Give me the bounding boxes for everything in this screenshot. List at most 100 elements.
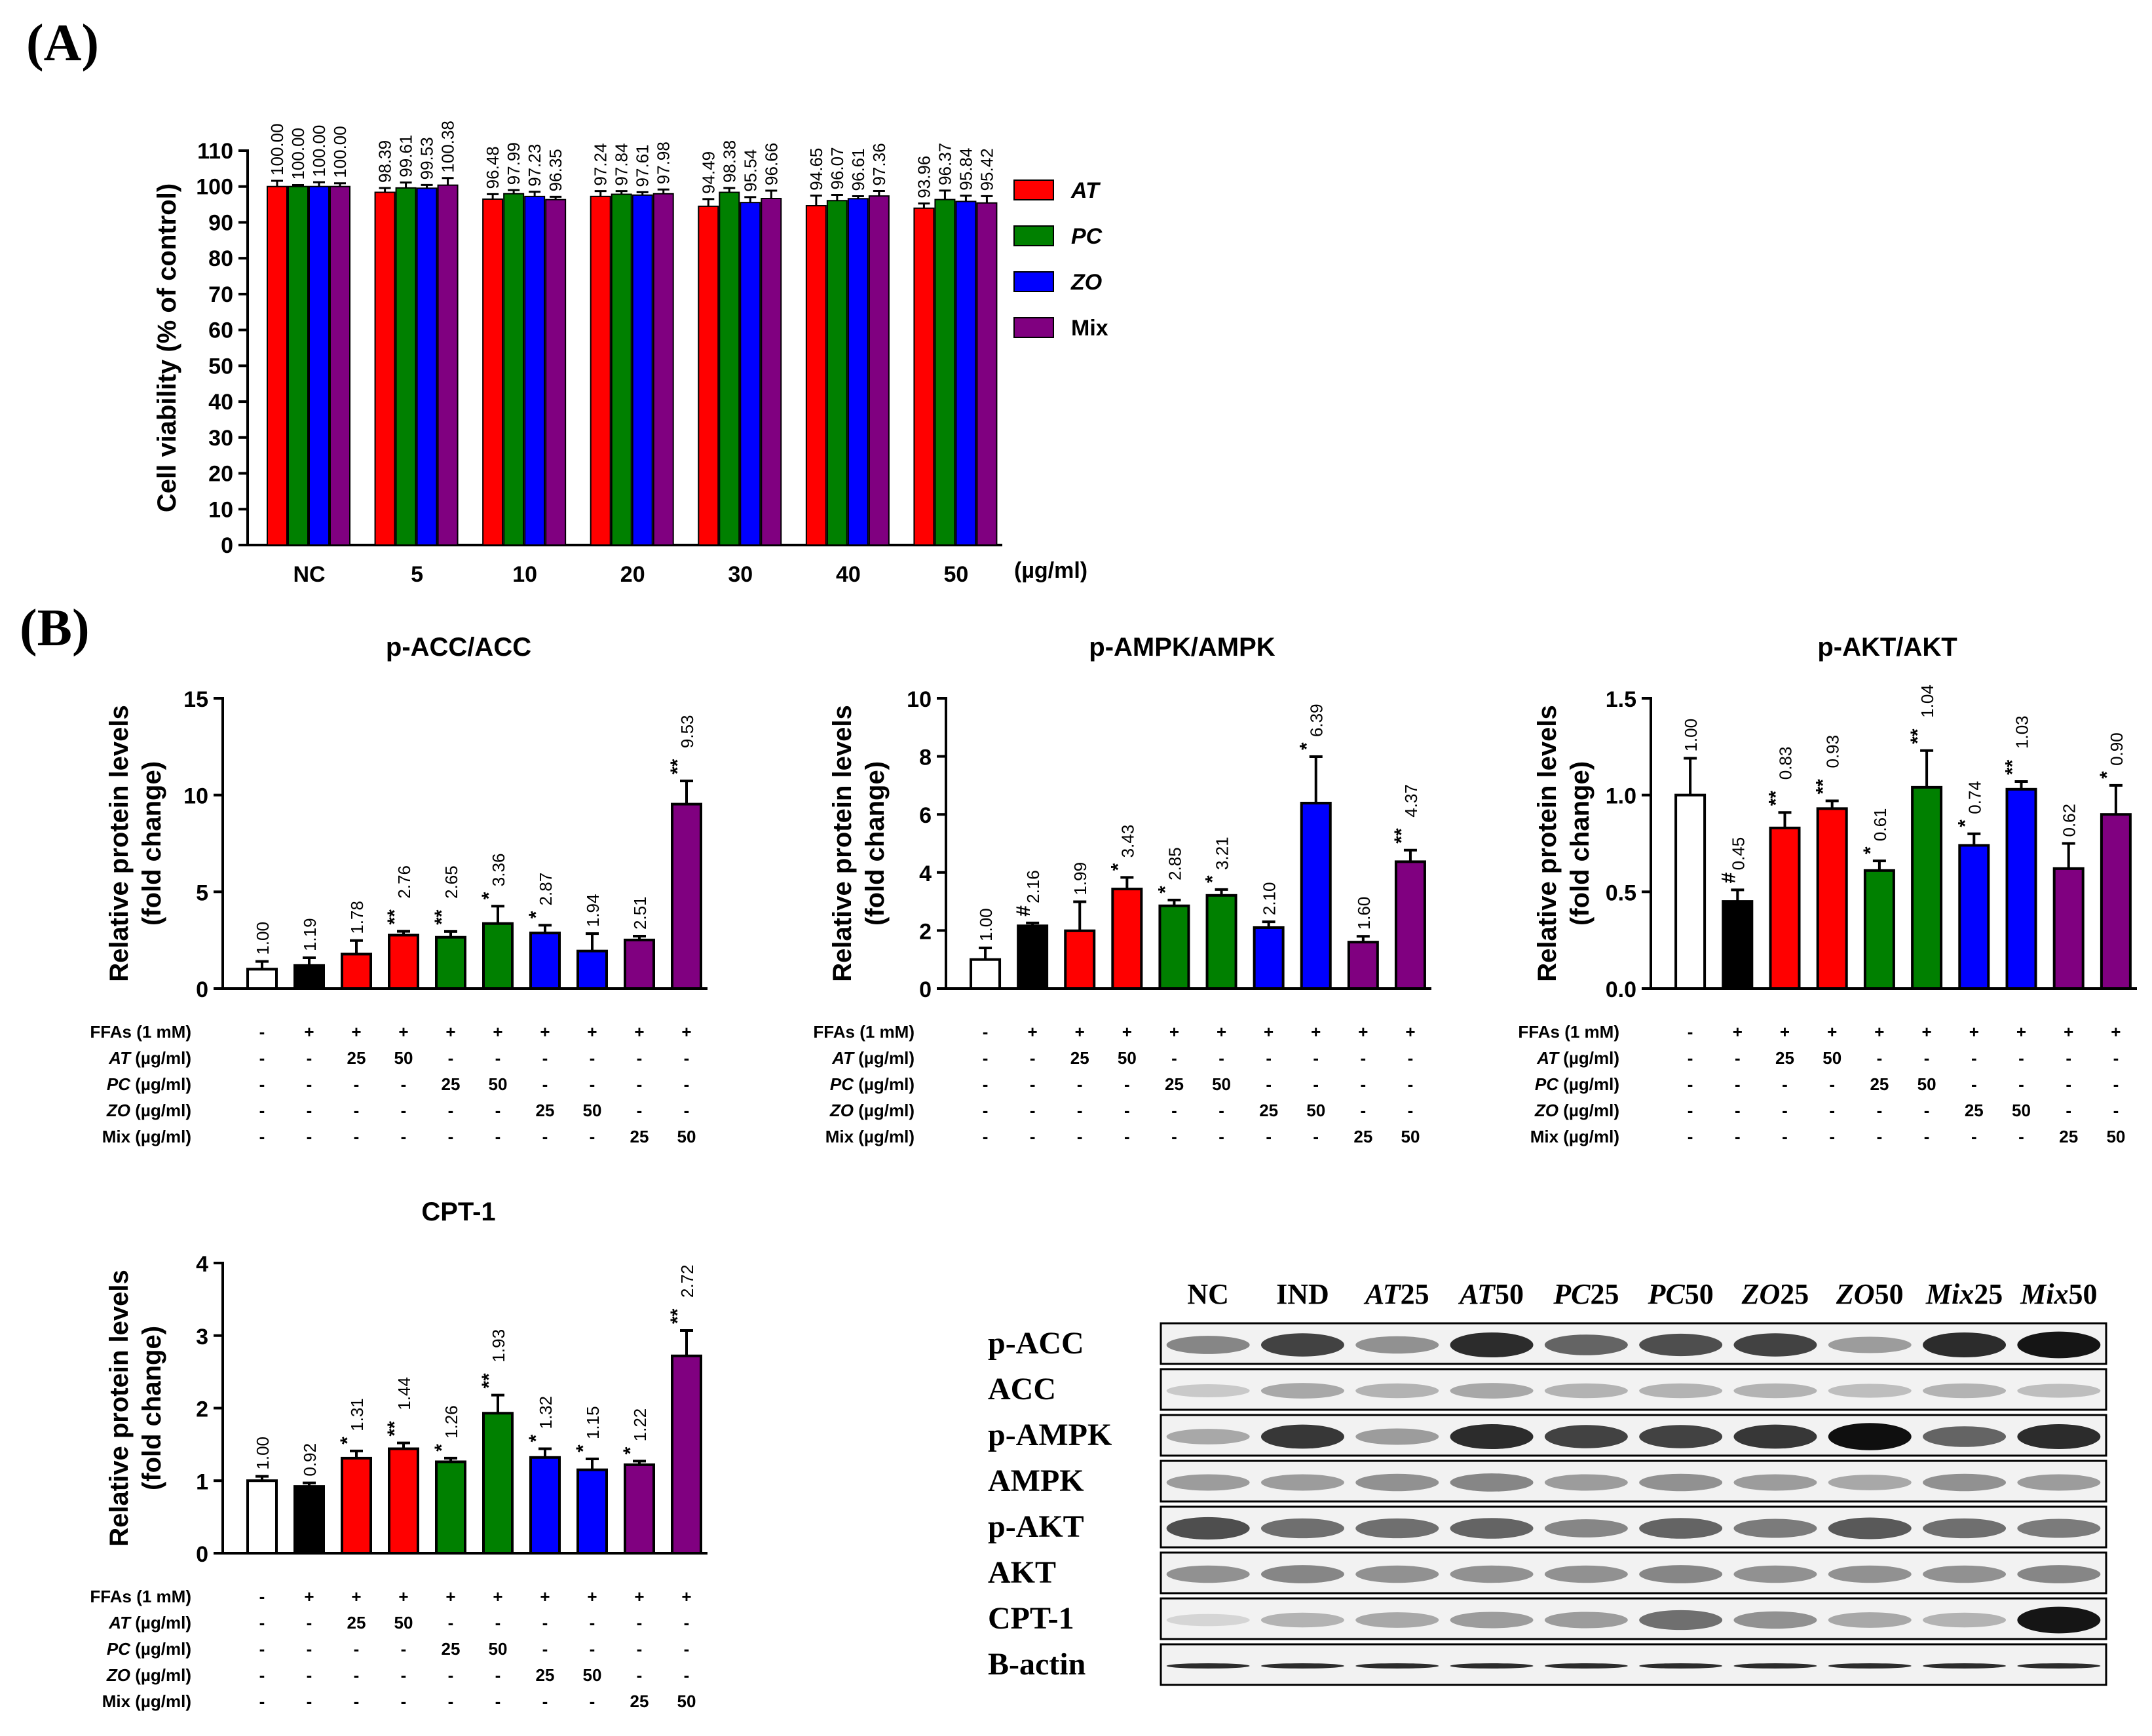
bar (529, 1456, 561, 1555)
legend-swatch-at (1013, 179, 1054, 200)
blot-row-label: AKT (988, 1555, 1056, 1590)
x-tick-label: 10 (512, 562, 537, 587)
blot-band (1260, 1518, 1344, 1539)
bar-mix (437, 184, 459, 546)
treatment-cell: - (590, 1613, 595, 1632)
treatment-cell: + (1358, 1022, 1368, 1042)
blot-band (1450, 1383, 1534, 1399)
treatment-cell: - (1829, 1074, 1835, 1094)
treatment-cell: + (1217, 1022, 1226, 1042)
treatment-cell: 50 (1212, 1074, 1231, 1094)
data-label: 0.83 (1776, 747, 1796, 780)
blot-band (1166, 1384, 1250, 1397)
treatment-cell: + (1733, 1022, 1743, 1042)
treatment-cell: 50 (1917, 1074, 1936, 1094)
treatment-cell: - (354, 1127, 360, 1146)
treatment-cell: - (542, 1074, 548, 1094)
data-label: 2.76 (394, 865, 414, 899)
treatment-cell: - (2066, 1101, 2071, 1120)
significance-marker: ** (667, 1308, 689, 1324)
treatment-cell: 50 (583, 1101, 602, 1120)
treatment-cell: - (1408, 1074, 1414, 1094)
treatment-cell: + (445, 1022, 455, 1042)
data-label: 97.61 (633, 144, 652, 187)
bar (1722, 900, 1754, 990)
blot-band (1166, 1565, 1250, 1583)
y-axis-title: Cell viability (% of control) (153, 183, 181, 512)
bar (1674, 793, 1707, 990)
treatment-cell: 50 (2106, 1127, 2125, 1146)
treatment-cell: + (2064, 1022, 2073, 1042)
bar-mix (761, 198, 782, 546)
bar (482, 922, 514, 990)
treatment-cell: - (448, 1101, 454, 1120)
blot-lane-label-italic: PC (1648, 1278, 1686, 1310)
data-label: 0.90 (2107, 732, 2126, 766)
treatment-cell: + (493, 1587, 502, 1606)
blot-band (1923, 1332, 2007, 1358)
treatment-cell: + (304, 1587, 314, 1606)
treatment-cell: - (354, 1665, 360, 1685)
y-tick-label: 90 (208, 210, 233, 235)
treatment-cell: + (304, 1022, 314, 1042)
bar (1064, 929, 1096, 991)
bar (435, 1460, 466, 1555)
treatment-cell: - (684, 1074, 690, 1094)
treatment-cell: - (259, 1691, 265, 1711)
y-tick-label: 8 (919, 745, 932, 770)
treatment-cell: - (401, 1691, 407, 1711)
treatment-row-label-italic: AT (108, 1048, 132, 1068)
y-tick-label: 1 (196, 1469, 208, 1494)
treatment-row-label-italic: ZO (106, 1101, 130, 1120)
blot-band (1733, 1474, 1817, 1491)
chart-title: p-AKT/AKT (1817, 633, 1957, 662)
blot-lane-label-normal: 50 (1495, 1278, 1524, 1310)
blot-band (1639, 1610, 1723, 1631)
blot-band (1544, 1425, 1628, 1448)
bar (293, 1485, 325, 1555)
data-label: 97.23 (525, 144, 544, 187)
pacc-acc-chart: p-ACC/ACC 0 5 10 15 Relative protein levels (f… (90, 633, 708, 1146)
treatment-cell: - (1735, 1127, 1741, 1146)
significance-marker: ** (667, 759, 689, 774)
data-label: 95.84 (956, 148, 975, 191)
treatment-cell: + (1780, 1022, 1790, 1042)
treatment-cell: - (542, 1639, 548, 1659)
blot-row-label: ACC (988, 1372, 1056, 1406)
blot-band (1639, 1333, 1723, 1357)
blot-band (1828, 1612, 1912, 1628)
treatment-cell: - (684, 1613, 690, 1632)
blot-band (1166, 1474, 1250, 1491)
treatment-cell: - (307, 1613, 312, 1632)
treatment-row-label-italic: PC (830, 1074, 854, 1094)
data-label: 0.61 (1870, 808, 1890, 841)
bar (1394, 860, 1426, 991)
data-label: 0.93 (1823, 735, 1843, 768)
data-label: 1.31 (347, 1398, 367, 1431)
bar-zo (309, 185, 330, 546)
panel-label-b: (B) (20, 599, 90, 657)
treatment-row-label-italic: AT (1536, 1048, 1560, 1068)
panel-label-a: (A) (26, 14, 99, 72)
bar (1205, 894, 1237, 990)
significance-marker: * (525, 1435, 547, 1443)
y-tick-label: 50 (208, 354, 233, 379)
bar-zo (955, 200, 977, 546)
blot-band (1923, 1473, 2007, 1492)
bar (246, 968, 278, 991)
blot-band (1544, 1383, 1628, 1399)
blot-band (1923, 1426, 2007, 1447)
y-tick-label: 5 (196, 880, 208, 905)
treatment-cell: - (637, 1101, 643, 1120)
treatment-cell: - (307, 1101, 312, 1120)
legend-label-zo: ZO (1070, 270, 1102, 295)
treatment-cell: - (495, 1665, 501, 1685)
cell-viability-chart: 0 10 20 30 40 50 60 70 80 90 100 110 Cell viability … (153, 121, 1108, 587)
bar-mix (330, 185, 350, 546)
treatment-cell: + (540, 1022, 550, 1042)
significance-marker: ** (1907, 728, 1929, 744)
significance-marker: * (525, 911, 547, 918)
data-label: 1.78 (347, 901, 367, 934)
treatment-cell: - (448, 1691, 454, 1711)
bar (576, 949, 608, 990)
